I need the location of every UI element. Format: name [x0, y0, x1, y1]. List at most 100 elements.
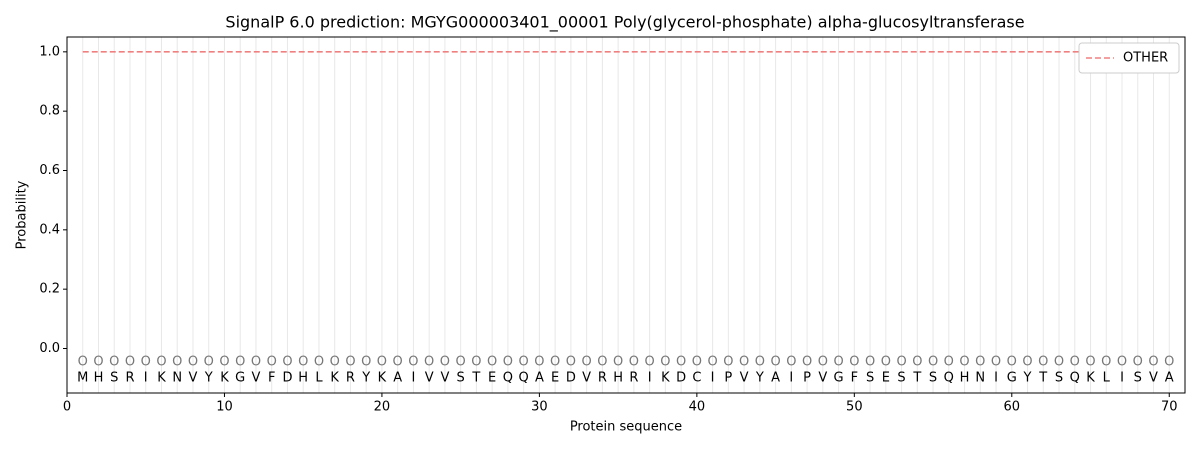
y-axis-label: Probability [15, 180, 30, 249]
state-label: O [550, 354, 560, 369]
residue-label: A [535, 371, 544, 386]
state-label: O [692, 354, 702, 369]
x-tick-label: 60 [1004, 400, 1021, 415]
residue-label: R [346, 371, 355, 386]
residue-label: K [330, 371, 339, 386]
state-label: O [802, 354, 812, 369]
state-label: O [755, 354, 765, 369]
state-label: O [629, 354, 639, 369]
state-label: O [1164, 354, 1174, 369]
state-label: O [881, 354, 891, 369]
x-tick-label: 20 [374, 400, 391, 415]
residue-label: G [834, 371, 844, 386]
residue-label: I [1120, 371, 1124, 386]
residue-label: K [157, 371, 166, 386]
state-label: O [786, 354, 796, 369]
state-label: O [597, 354, 607, 369]
state-label: O [865, 354, 875, 369]
state-label: O [78, 354, 88, 369]
state-label: O [330, 354, 340, 369]
state-label: O [1054, 354, 1064, 369]
residue-label: K [220, 371, 229, 386]
residue-label: N [172, 371, 182, 386]
state-label: O [156, 354, 166, 369]
residue-label: V [425, 371, 434, 386]
residue-label: L [315, 371, 323, 386]
state-label: O [251, 354, 261, 369]
state-label: O [676, 354, 686, 369]
residue-label: Y [361, 371, 370, 386]
residue-label: V [252, 371, 261, 386]
residue-label: T [912, 371, 921, 386]
residue-label: D [676, 371, 686, 386]
residue-label: E [488, 371, 496, 386]
residue-label: H [613, 371, 623, 386]
residue-label: Q [1070, 371, 1080, 386]
residue-label: Y [1023, 371, 1032, 386]
state-label: O [424, 354, 434, 369]
residue-label: L [1103, 371, 1111, 386]
residue-label: Y [755, 371, 764, 386]
residue-label: F [268, 371, 275, 386]
chart-title: SignalP 6.0 prediction: MGYG000003401_00… [225, 13, 1024, 33]
residue-label: V [189, 371, 198, 386]
state-label: O [613, 354, 623, 369]
state-label: O [141, 354, 151, 369]
state-label: O [204, 354, 214, 369]
y-tick-label: 0.0 [39, 341, 60, 356]
state-label: O [519, 354, 529, 369]
residue-label: A [1165, 371, 1174, 386]
y-tick-label: 0.2 [39, 282, 60, 297]
state-label: O [487, 354, 497, 369]
state-label: O [1007, 354, 1017, 369]
state-label: O [707, 354, 717, 369]
residue-label: A [393, 371, 402, 386]
residue-label: V [818, 371, 827, 386]
residue-label: I [789, 371, 793, 386]
residue-label: Q [944, 371, 954, 386]
residue-label: E [882, 371, 890, 386]
residue-label: Q [519, 371, 529, 386]
state-label: O [1101, 354, 1111, 369]
state-label: O [440, 354, 450, 369]
residue-label: S [897, 371, 905, 386]
state-label: O [1148, 354, 1158, 369]
residue-label: G [1007, 371, 1017, 386]
x-tick-label: 40 [689, 400, 706, 415]
state-label: O [219, 354, 229, 369]
residue-label: H [960, 371, 970, 386]
residue-label: M [77, 371, 88, 386]
residue-label: T [471, 371, 480, 386]
residue-label: I [648, 371, 652, 386]
state-label: O [1133, 354, 1143, 369]
residue-label: Q [503, 371, 513, 386]
state-label: O [582, 354, 592, 369]
plot-frame [66, 36, 1186, 394]
legend-box [1078, 42, 1180, 74]
state-label: O [645, 354, 655, 369]
residue-label: G [235, 371, 245, 386]
state-label: O [975, 354, 985, 369]
state-label: O [566, 354, 576, 369]
state-label: O [408, 354, 418, 369]
state-label: O [912, 354, 922, 369]
residue-label: P [724, 371, 732, 386]
state-label: O [944, 354, 954, 369]
state-label: O [314, 354, 324, 369]
x-axis-label: Protein sequence [570, 420, 682, 435]
x-tick-label: 30 [531, 400, 548, 415]
residue-label: V [440, 371, 449, 386]
state-label: O [723, 354, 733, 369]
residue-label: N [975, 371, 985, 386]
y-tick-label: 0.4 [39, 222, 60, 237]
residue-label: K [1086, 371, 1095, 386]
y-tick-label: 1.0 [39, 44, 60, 59]
state-label: O [739, 354, 749, 369]
state-label: O [345, 354, 355, 369]
residue-label: S [1055, 371, 1063, 386]
x-tick-label: 10 [216, 400, 233, 415]
legend: OTHER [1078, 42, 1180, 74]
residue-label: S [110, 371, 118, 386]
state-label: O [660, 354, 670, 369]
